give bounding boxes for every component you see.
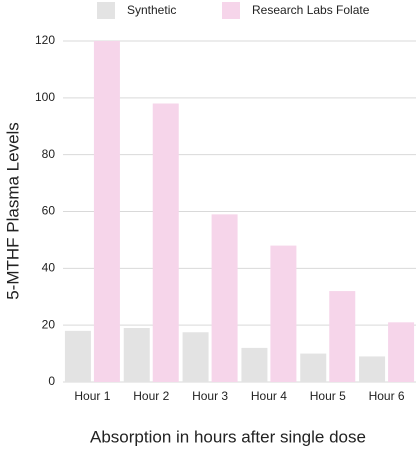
legend-swatch [97, 2, 115, 19]
y-tick-label: 20 [42, 317, 56, 331]
x-tick-label: Hour 1 [74, 389, 110, 403]
bar [241, 347, 268, 382]
bar [359, 356, 386, 382]
bar [329, 291, 356, 382]
x-tick-label: Hour 6 [369, 389, 405, 403]
y-tick-label: 60 [42, 204, 56, 218]
legend-label: Research Labs Folate [252, 3, 370, 17]
y-tick-label: 100 [35, 90, 55, 104]
x-tick-label: Hour 5 [310, 389, 346, 403]
y-tick-label: 80 [42, 147, 56, 161]
y-tick-label: 120 [35, 33, 55, 47]
bar [152, 103, 179, 383]
x-tick-label: Hour 3 [192, 389, 228, 403]
bar [182, 332, 209, 382]
bar [64, 330, 91, 382]
y-axis-title: 5-MTHF Plasma Levels [3, 122, 22, 300]
bar [123, 328, 150, 382]
x-tick-label: Hour 2 [133, 389, 169, 403]
legend-label: Synthetic [127, 3, 176, 17]
bar [388, 322, 415, 382]
x-axis-title: Absorption in hours after single dose [90, 427, 366, 446]
bar [211, 214, 238, 382]
bar [93, 41, 120, 382]
bar [300, 353, 327, 382]
y-tick-label: 0 [48, 374, 55, 388]
y-tick-label: 40 [42, 261, 56, 275]
x-tick-label: Hour 4 [251, 389, 287, 403]
bar [270, 245, 297, 382]
legend-swatch [222, 2, 240, 19]
